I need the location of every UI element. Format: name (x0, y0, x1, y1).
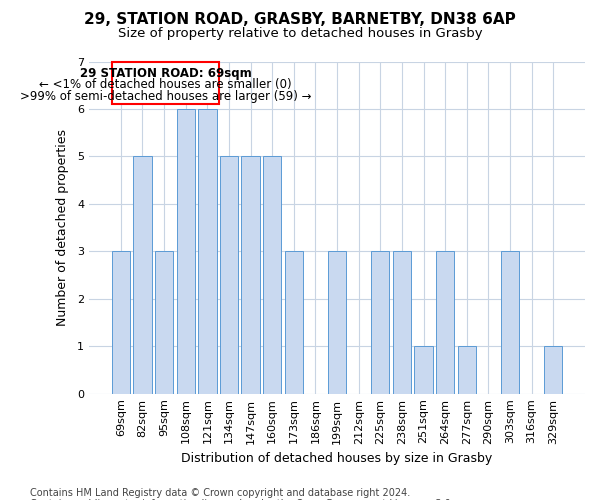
X-axis label: Distribution of detached houses by size in Grasby: Distribution of detached houses by size … (181, 452, 493, 465)
Y-axis label: Number of detached properties: Number of detached properties (56, 129, 69, 326)
Bar (458, 346, 476, 394)
Bar (112, 252, 130, 394)
Text: Contains HM Land Registry data © Crown copyright and database right 2024.: Contains HM Land Registry data © Crown c… (30, 488, 410, 498)
FancyBboxPatch shape (112, 62, 219, 104)
Bar (241, 156, 260, 394)
Bar (436, 252, 454, 394)
Bar (176, 109, 195, 394)
Bar (328, 252, 346, 394)
Bar (393, 252, 411, 394)
Bar (544, 346, 562, 394)
Text: 29 STATION ROAD: 69sqm: 29 STATION ROAD: 69sqm (80, 67, 251, 80)
Text: >99% of semi-detached houses are larger (59) →: >99% of semi-detached houses are larger … (20, 90, 311, 103)
Text: Size of property relative to detached houses in Grasby: Size of property relative to detached ho… (118, 28, 482, 40)
Bar (133, 156, 152, 394)
Bar (220, 156, 238, 394)
Text: Contains public sector information licensed under the Open Government Licence v3: Contains public sector information licen… (30, 499, 454, 500)
Bar (263, 156, 281, 394)
Bar (371, 252, 389, 394)
Bar (155, 252, 173, 394)
Text: ← <1% of detached houses are smaller (0): ← <1% of detached houses are smaller (0) (39, 78, 292, 92)
Bar (198, 109, 217, 394)
Bar (284, 252, 303, 394)
Text: 29, STATION ROAD, GRASBY, BARNETBY, DN38 6AP: 29, STATION ROAD, GRASBY, BARNETBY, DN38… (84, 12, 516, 28)
Bar (501, 252, 519, 394)
Bar (415, 346, 433, 394)
